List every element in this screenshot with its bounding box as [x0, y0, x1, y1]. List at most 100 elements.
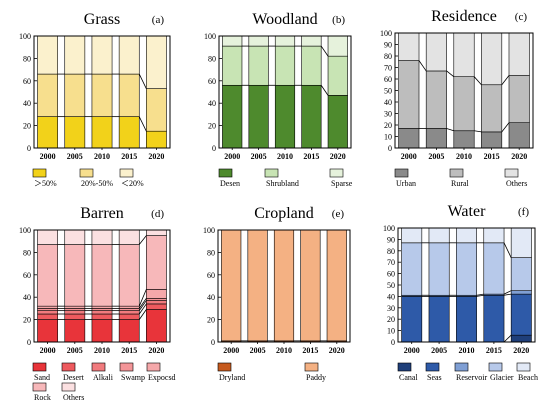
segment-connector: [138, 73, 147, 89]
bar-segment-barren-2000-6: [37, 229, 58, 245]
x-tick-label: 2020: [511, 152, 527, 161]
bar-segment-barren-2000-2: [37, 310, 58, 315]
bar-segment-barren-2000-0: [37, 319, 58, 343]
panel-title: Residence: [431, 8, 497, 25]
bar-segment-residence-2020-1: [508, 75, 530, 124]
x-tick-label: 2005: [251, 152, 267, 161]
legend-swatch: [61, 362, 76, 372]
segment-connector: [503, 293, 512, 296]
y-tick-label: 80: [23, 54, 31, 63]
bar-segment-woodland-2010-2: [274, 35, 296, 47]
plot-frame: [394, 32, 534, 149]
bar-segment-grass-2010-2: [91, 35, 113, 75]
y-tick-label: 40: [384, 98, 392, 107]
bar-segment-barren-2020-0: [146, 309, 167, 343]
legend-label: Canal: [399, 373, 418, 382]
bar-segment-cropland-2010-1: [273, 229, 295, 342]
y-tick-label: 40: [23, 99, 31, 108]
x-tick-label: 2005: [67, 152, 83, 161]
bar-segment-residence-2000-2: [398, 32, 420, 61]
segment-connector: [503, 334, 512, 343]
bar-segment-water-2000-1: [401, 296, 423, 343]
bar-segment-barren-2005-0: [64, 319, 86, 343]
y-tick-label: 80: [207, 248, 215, 257]
segment-connector: [476, 294, 484, 297]
bar-segment-barren-2010-5: [91, 244, 113, 307]
legend-swatch: [488, 362, 503, 372]
bar-segment-water-2000-4: [401, 227, 423, 244]
bar-segment-grass-2020-2: [146, 35, 167, 89]
bar-segment-grass-2005-0: [64, 116, 86, 149]
x-tick-label: 2010: [94, 152, 110, 161]
segment-connector: [446, 70, 455, 78]
y-tick-label: 20: [23, 316, 31, 325]
bar-segment-grass-2005-1: [64, 73, 86, 117]
bar-segment-cropland-2020-1: [326, 229, 347, 342]
x-tick-label: 2000: [404, 346, 420, 355]
panel-barren: Barren (d) 0 20 40 60 80 100 2000 2005 2010 2015 202…: [19, 205, 176, 402]
bar-segment-barren-2000-5: [37, 244, 58, 307]
y-tick-label: 100: [19, 226, 31, 235]
bar-segment-barren-2000-1: [37, 313, 58, 320]
x-tick-label: 2005: [250, 346, 266, 355]
legend-label: 20%-50%: [81, 179, 113, 188]
bar-segment-barren-2015-5: [118, 244, 140, 307]
bar-segment-water-2000-3: [401, 242, 423, 296]
legend-label: Desert: [63, 373, 85, 382]
legend-label: Glacier: [490, 373, 514, 382]
y-tick-label: 60: [207, 271, 215, 280]
x-tick-label: 2010: [456, 152, 472, 161]
bar-segment-residence-2020-2: [508, 32, 530, 76]
panel-title: Water: [448, 203, 486, 220]
x-tick-label: 2005: [428, 152, 444, 161]
panel-label: (a): [152, 14, 165, 26]
legend-label: Others: [506, 179, 527, 188]
bar-segment-grass-2010-0: [91, 116, 113, 149]
bar-segment-barren-2005-6: [64, 229, 86, 245]
legend-label: Alkali: [93, 373, 114, 382]
segment-connector: [138, 300, 147, 311]
segment-connector: [501, 122, 510, 133]
y-tick-label: 20: [384, 121, 392, 130]
y-tick-label: 40: [208, 99, 216, 108]
bar-segment-water-2020-2: [510, 290, 532, 295]
y-tick-label: 0: [211, 338, 215, 347]
bar-segment-residence-2005-1: [425, 70, 447, 129]
bar-segment-woodland-2010-1: [274, 45, 296, 86]
bar-segment-barren-2005-3: [64, 308, 86, 311]
bar-segment-residence-2000-0: [398, 128, 420, 149]
panel-grass: Grass (a) 0 20 40 60 80 100 2000 2005 2010 2015 2020…: [19, 11, 171, 188]
panel-residence: Residence (c) 0 10 20 30 40 50 60 70 80 90 100 2000 20…: [380, 8, 534, 188]
legend-swatch: [32, 168, 47, 178]
x-tick-label: 2000: [40, 346, 56, 355]
legend-label: Shrubland: [266, 179, 299, 188]
bar-segment-water-2015-4: [483, 227, 505, 244]
legend-swatch: [394, 168, 409, 178]
segment-connector: [138, 303, 147, 315]
legend-swatch: [61, 382, 76, 392]
legend-label: ＞50%: [34, 179, 57, 188]
bar-segment-grass-2015-1: [118, 73, 140, 117]
segment-connector: [138, 309, 147, 320]
bar-segment-woodland-2000-2: [222, 35, 243, 47]
segment-connector: [320, 45, 329, 57]
bar-segment-barren-2010-6: [91, 229, 113, 245]
y-tick-label: 80: [23, 248, 31, 257]
bar-segment-water-2015-3: [483, 242, 505, 295]
y-tick-label: 0: [27, 338, 31, 347]
segment-connector: [320, 85, 329, 96]
x-tick-label: 2020: [148, 346, 164, 355]
panel-label: (d): [151, 208, 164, 220]
legend-swatch: [425, 362, 440, 372]
bar-segment-residence-2020-0: [508, 122, 530, 149]
y-tick-label: 80: [208, 54, 216, 63]
y-tick-label: 0: [391, 338, 395, 347]
legend-label: Urban: [396, 179, 416, 188]
legend-label: Rock: [34, 393, 51, 402]
legend-swatch: [32, 362, 47, 372]
legend-swatch: [119, 362, 134, 372]
x-tick-label: 2010: [459, 346, 475, 355]
legend-swatch: [304, 362, 319, 372]
legend-swatch: [32, 382, 47, 392]
bar-segment-grass-2010-1: [91, 73, 113, 117]
